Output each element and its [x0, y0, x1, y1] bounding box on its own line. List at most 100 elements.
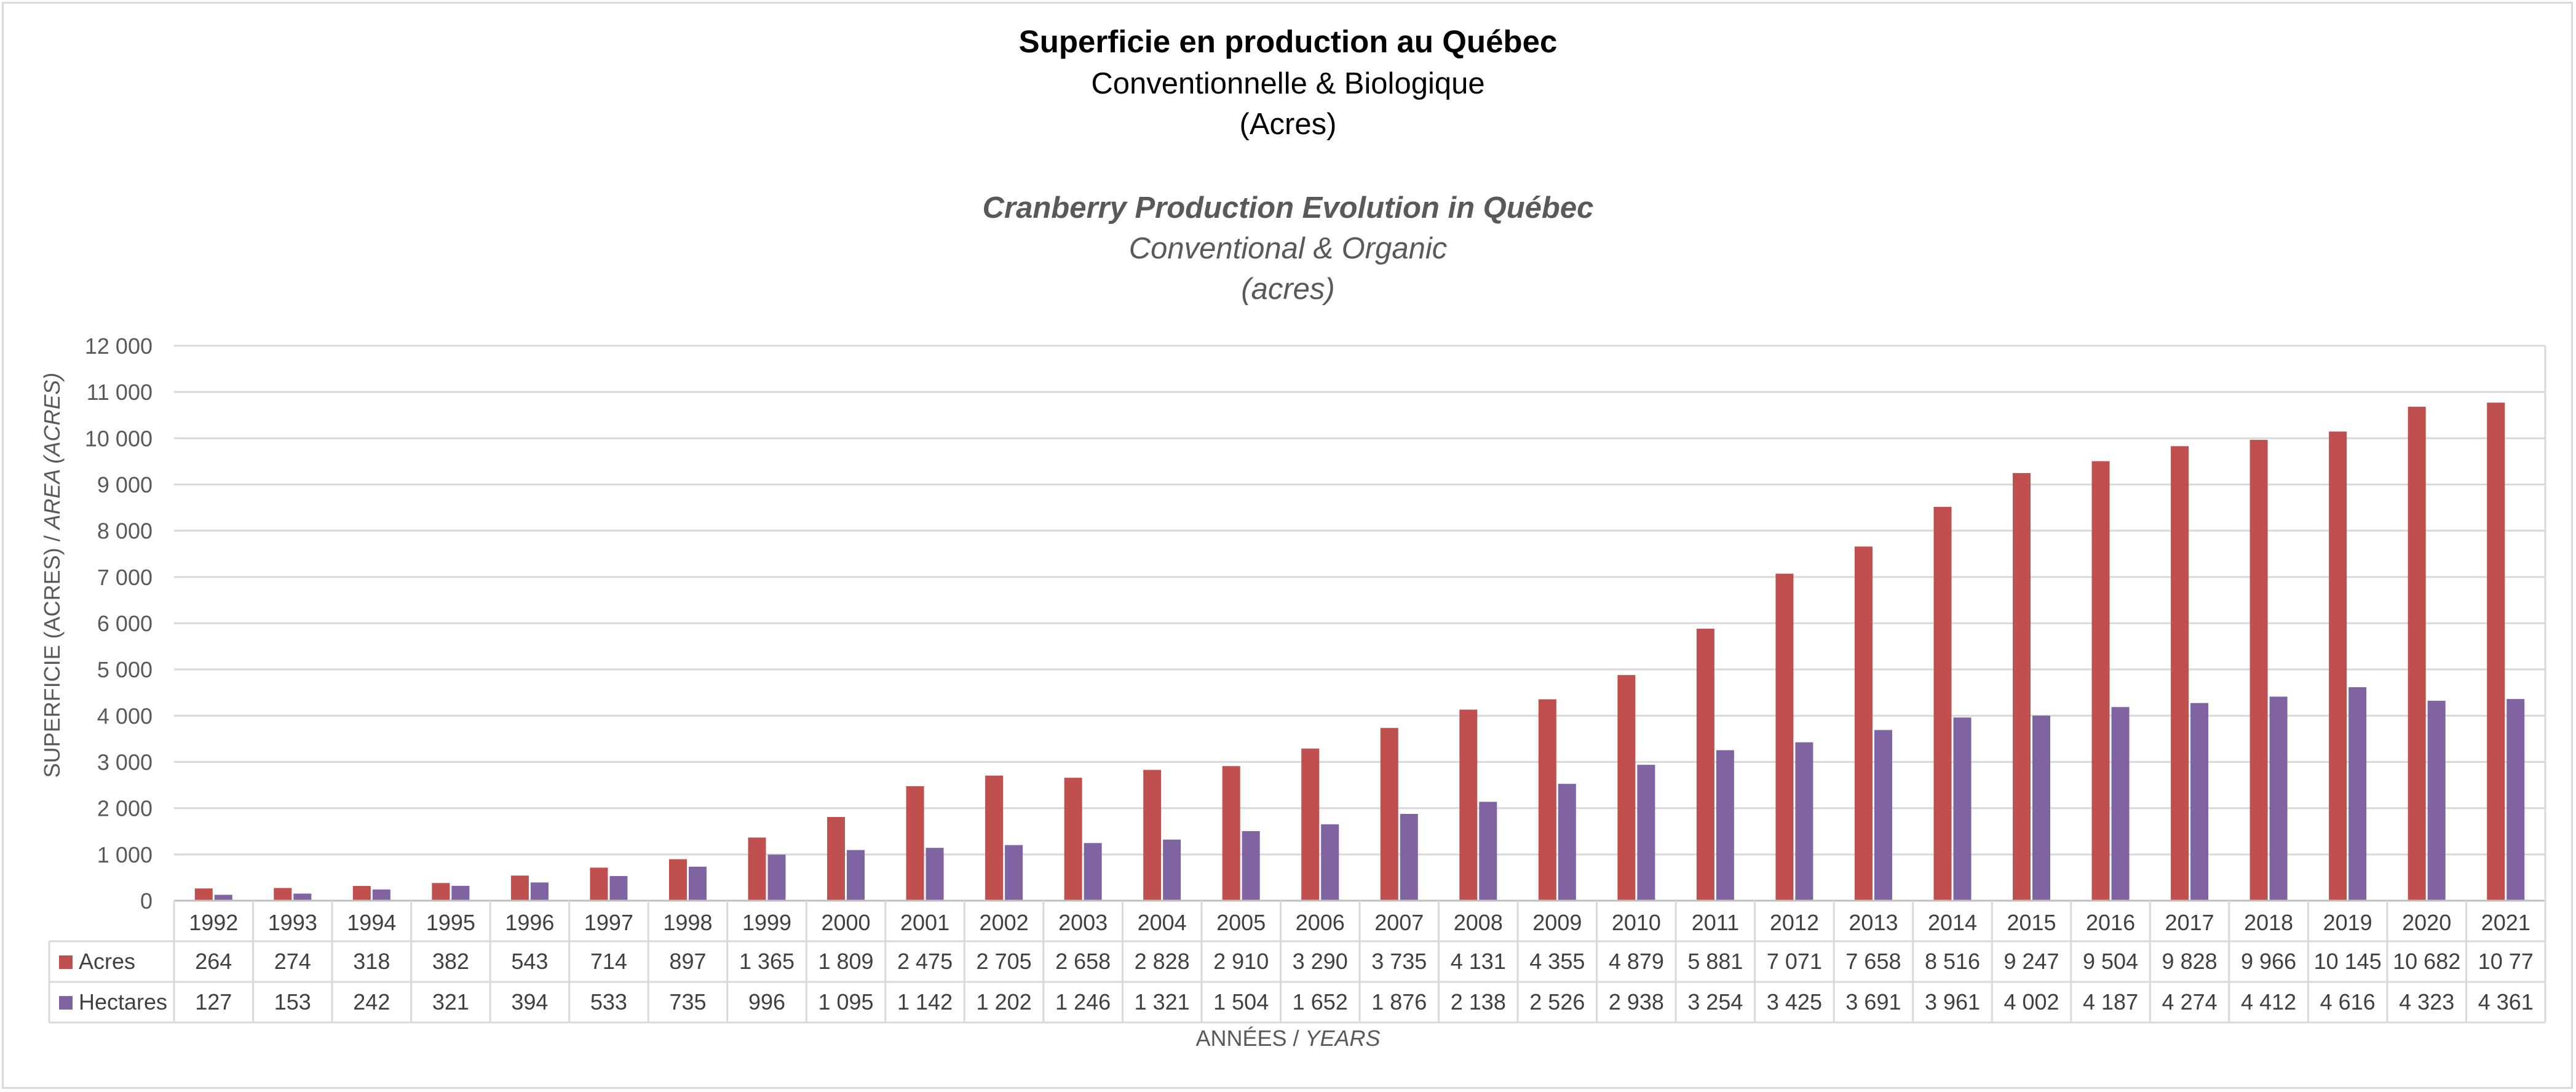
data-table-value: 735: [669, 989, 706, 1014]
bar-hectares-2015: [2032, 715, 2051, 901]
data-table-value: 2 658: [1055, 949, 1111, 974]
bar-hectares-2018: [2269, 696, 2288, 901]
bar-acres-2000: [827, 817, 846, 901]
bar-hectares-1999: [767, 855, 786, 901]
data-table-value: 1 095: [818, 989, 873, 1014]
data-table-value: 10 77: [2478, 949, 2534, 974]
data-table-value: 3 425: [1767, 989, 1822, 1014]
y-tick-label: 6 000: [97, 611, 153, 636]
x-tick-label: 2007: [1374, 910, 1424, 935]
bar-acres-1997: [590, 867, 608, 901]
x-tick-label: 2020: [2402, 910, 2451, 935]
bar-acres-1998: [668, 859, 687, 901]
bar-acres-2011: [1696, 628, 1714, 901]
data-table-value: 1 202: [977, 989, 1032, 1014]
data-table-value: 4 274: [2162, 989, 2217, 1014]
x-tick-label: 2001: [900, 910, 949, 935]
x-tick-label: 1992: [189, 910, 238, 935]
x-tick-label: 2004: [1138, 910, 1187, 935]
data-table-value: 274: [274, 949, 311, 974]
bar-hectares-2007: [1400, 813, 1418, 901]
bar-acres-2009: [1538, 699, 1556, 901]
data-table-value: 2 910: [1213, 949, 1269, 974]
x-tick-label: 2003: [1058, 910, 1108, 935]
y-tick-label: 7 000: [97, 565, 153, 590]
bar-acres-1994: [352, 886, 371, 901]
data-table-value: 4 355: [1529, 949, 1585, 974]
data-table-value: 4 131: [1451, 949, 1506, 974]
bar-acres-1992: [194, 888, 213, 901]
x-axis-label-fr: ANNÉES /: [1195, 1026, 1306, 1051]
data-table-value: 7 071: [1767, 949, 1822, 974]
y-axis-label-en: AREA (ACRES): [39, 372, 65, 530]
x-tick-label: 1999: [742, 910, 791, 935]
legend-swatch-acres: [59, 955, 73, 969]
bar-hectares-1998: [688, 866, 707, 901]
bar-acres-2010: [1617, 675, 1636, 901]
data-table-value: 8 516: [1925, 949, 1980, 974]
data-table-value: 543: [511, 949, 548, 974]
bar-hectares-2012: [1795, 742, 1813, 901]
chart-subtitle-line-1: Conventionnelle & Biologique: [1091, 67, 1485, 100]
data-table-value: 2 475: [897, 949, 953, 974]
bar-acres-1996: [510, 875, 529, 901]
y-tick-label: 11 000: [87, 380, 153, 405]
bar-acres-2013: [1854, 546, 1873, 901]
data-table-value: 10 682: [2393, 949, 2460, 974]
data-table-value: 2 828: [1135, 949, 1190, 974]
data-table-value: 2 705: [977, 949, 1032, 974]
bar-hectares-1995: [451, 885, 470, 901]
bar-hectares-2008: [1479, 802, 1497, 901]
bar-hectares-2000: [847, 850, 865, 901]
y-axis-label: SUPERFICIE (ACRES) / AREA (ACRES): [39, 373, 65, 778]
bar-hectares-2013: [1874, 730, 1892, 901]
x-tick-label: 1993: [268, 910, 317, 935]
data-table-value: 1 876: [1371, 989, 1427, 1014]
data-table-value: 127: [195, 989, 232, 1014]
data-table-value: 4 187: [2083, 989, 2138, 1014]
data-table-value: 1 321: [1135, 989, 1190, 1014]
data-table-value: 394: [511, 989, 548, 1014]
data-table-value: 4 361: [2478, 989, 2534, 1014]
bar-acres-2005: [1222, 766, 1240, 901]
data-table-value: 153: [274, 989, 311, 1014]
bar-hectares-2002: [1005, 845, 1023, 901]
bar-acres-2002: [985, 775, 1004, 901]
x-tick-label: 1995: [426, 910, 475, 935]
data-table-value: 4 002: [2003, 989, 2059, 1014]
x-tick-label: 1998: [663, 910, 712, 935]
bar-hectares-2006: [1321, 824, 1339, 901]
y-tick-label: 12 000: [85, 333, 153, 359]
y-tick-label: 9 000: [97, 472, 153, 498]
x-tick-label: 2021: [2481, 910, 2530, 935]
y-tick-label: 1 000: [97, 842, 153, 867]
bar-acres-1999: [748, 837, 766, 901]
y-tick-label: 4 000: [97, 703, 153, 728]
data-table-value: 264: [195, 949, 232, 974]
data-table-value: 321: [432, 989, 469, 1014]
bar-acres-2017: [2171, 446, 2189, 901]
x-tick-label: 2016: [2086, 910, 2135, 935]
y-tick-label: 3 000: [97, 750, 153, 775]
x-tick-label: 2006: [1296, 910, 1345, 935]
bar-hectares-1997: [609, 875, 628, 901]
data-table-value: 4 323: [2399, 989, 2454, 1014]
chart-subtitle-line-2: (Acres): [1239, 108, 1337, 141]
x-tick-label: 2012: [1770, 910, 1819, 935]
bar-acres-2007: [1380, 728, 1398, 901]
x-tick-label: 2017: [2165, 910, 2214, 935]
data-table-value: 897: [669, 949, 706, 974]
bar-hectares-2010: [1637, 765, 1655, 901]
data-table-value: 714: [590, 949, 627, 974]
bar-hectares-1994: [372, 889, 390, 901]
y-tick-label: 2 000: [97, 796, 153, 821]
bar-acres-2019: [2329, 431, 2347, 901]
bar-acres-2016: [2091, 461, 2110, 901]
data-table-value: 1 504: [1213, 989, 1269, 1014]
bar-acres-2004: [1143, 770, 1162, 901]
data-table-value: 3 254: [1687, 989, 1743, 1014]
x-tick-label: 2013: [1849, 910, 1898, 935]
data-table-value: 4 412: [2241, 989, 2296, 1014]
bar-acres-2003: [1064, 778, 1082, 901]
bar-hectares-2011: [1716, 750, 1734, 901]
